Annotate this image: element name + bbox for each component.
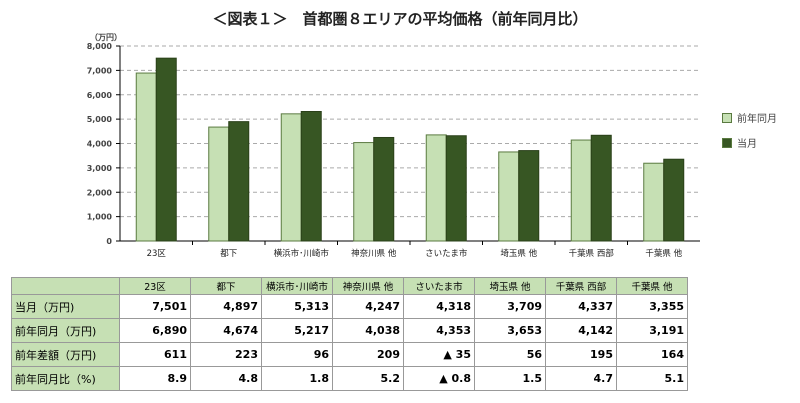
table-cell: 4,897: [190, 294, 262, 319]
table-row: 前年同月比（%) 8.9 4.8 1.8 5.2 ▲ 0.8 1.5 4.7 5.1: [11, 366, 688, 391]
column-header: 千葉県 他: [616, 277, 688, 295]
table-cell: 7,501: [119, 294, 191, 319]
table-cell: ▲ 0.8: [403, 366, 475, 391]
x-tick-label: 神奈川県 他: [351, 248, 397, 259]
table-cell: 4,353: [403, 318, 475, 343]
bar-prev: [208, 126, 230, 242]
table-cell: 5,217: [261, 318, 333, 343]
bar-curr: [155, 57, 177, 242]
table-header-row: 23区 都下 横浜市･川崎市 神奈川県 他さいたま市 埼玉県 他千葉県 西部 千葉県 他: [11, 277, 688, 295]
legend-label: 当月: [737, 139, 757, 150]
column-header: 神奈川県 他: [332, 277, 404, 295]
x-tick-label: 埼玉県 他: [500, 248, 537, 259]
bar-curr: [518, 150, 540, 242]
x-tick-label: 23区: [147, 249, 167, 259]
bar-prev: [135, 72, 157, 242]
bar-curr: [590, 134, 612, 242]
x-tick-label: さいたま市: [425, 248, 468, 259]
table-cell: 611: [119, 342, 191, 367]
table-cell: 1.8: [261, 366, 333, 391]
table-cell: 5.2: [332, 366, 404, 391]
table-cell: 3,709: [474, 294, 546, 319]
corner-cell: [11, 277, 120, 295]
bar-prev: [353, 142, 375, 242]
column-header: 都下: [190, 277, 262, 295]
y-tick-label: 3,000: [87, 164, 113, 173]
table-cell: 164: [616, 342, 688, 367]
data-table: 23区 都下 横浜市･川崎市 神奈川県 他さいたま市 埼玉県 他千葉県 西部 千葉県 他当…: [11, 277, 688, 391]
x-tick-label: 千葉県 他: [645, 248, 682, 259]
table-row: 前年差額（万円) 611 223 96 209 ▲ 35 56 195 164: [11, 342, 688, 367]
table-cell: 4,674: [190, 318, 262, 343]
table-cell: 5,313: [261, 294, 333, 319]
y-axis-label: （万円）: [90, 32, 122, 42]
column-header: さいたま市: [403, 277, 475, 295]
legend: 前年同月 当月: [722, 110, 777, 160]
table-cell: 3,653: [474, 318, 546, 343]
bar-chart: 0 1,000 2,000 3,000 4,000 5,000 6,000 7,000 8,00…: [87, 32, 700, 259]
legend-item-curr: 当月: [722, 135, 777, 150]
bar-curr: [373, 136, 395, 242]
bar-prev: [570, 139, 592, 242]
y-tick-label: 5,000: [87, 115, 113, 124]
bar-prev: [280, 113, 302, 242]
legend-swatch: [722, 137, 732, 148]
row-header: 前年同月比（%): [11, 366, 120, 391]
table-cell: 3,355: [616, 294, 688, 319]
table-cell: 223: [190, 342, 262, 367]
table-cell: 195: [545, 342, 617, 367]
table-cell: 4,038: [332, 318, 404, 343]
table-cell: 8.9: [119, 366, 191, 391]
legend-item-prev: 前年同月: [722, 110, 777, 125]
bar-curr: [445, 135, 467, 242]
row-header: 前年差額（万円): [11, 342, 120, 367]
y-tick-label: 2,000: [87, 188, 113, 197]
legend-swatch: [722, 112, 732, 123]
table-cell: ▲ 35: [403, 342, 475, 367]
bar-curr: [228, 121, 250, 242]
y-tick-label: 6,000: [87, 91, 113, 100]
bar-prev: [498, 151, 520, 242]
chart-title: ＜図表１＞ 首都圏８エリアの平均価格（前年同月比）: [212, 10, 588, 28]
table-cell: 6,890: [119, 318, 191, 343]
x-tick-label: 横浜市･川崎市: [274, 248, 330, 259]
table-cell: 1.5: [474, 366, 546, 391]
table-cell: 4,337: [545, 294, 617, 319]
table-cell: 3,191: [616, 318, 688, 343]
table-cell: 4,247: [332, 294, 404, 319]
bar-prev: [643, 162, 665, 242]
table-cell: 4.7: [545, 366, 617, 391]
table-cell: 96: [261, 342, 333, 367]
legend-label: 前年同月: [737, 114, 777, 125]
table-cell: 56: [474, 342, 546, 367]
table-cell: 4,142: [545, 318, 617, 343]
table-cell: 4,318: [403, 294, 475, 319]
table-cell: 4.8: [190, 366, 262, 391]
y-tick-label: 4,000: [87, 140, 113, 149]
bar-curr: [663, 158, 685, 242]
bar-curr: [300, 110, 322, 242]
y-tick-label: 7,000: [87, 66, 113, 75]
column-header: 埼玉県 他: [474, 277, 546, 295]
y-tick-label: 0: [106, 237, 112, 246]
column-header: 千葉県 西部: [545, 277, 617, 295]
y-tick-label: 8,000: [87, 42, 113, 51]
column-header: 横浜市･川崎市: [261, 277, 333, 295]
row-header: 前年同月（万円): [11, 318, 120, 343]
table-row: 前年同月（万円) 6,890 4,674 5,217 4,038 4,353 3,653 4,…: [11, 318, 688, 343]
table-row: 当月（万円) 7,501 4,897 5,313 4,247 4,318 3,709 4,33…: [11, 294, 688, 319]
y-tick-label: 1,000: [87, 213, 113, 222]
column-header: 23区: [119, 277, 191, 295]
x-tick-label: 千葉県 西部: [569, 248, 615, 259]
table-cell: 209: [332, 342, 404, 367]
row-header: 当月（万円): [11, 294, 120, 319]
table-cell: 5.1: [616, 366, 688, 391]
x-tick-label: 都下: [220, 249, 238, 259]
bar-prev: [425, 134, 447, 242]
